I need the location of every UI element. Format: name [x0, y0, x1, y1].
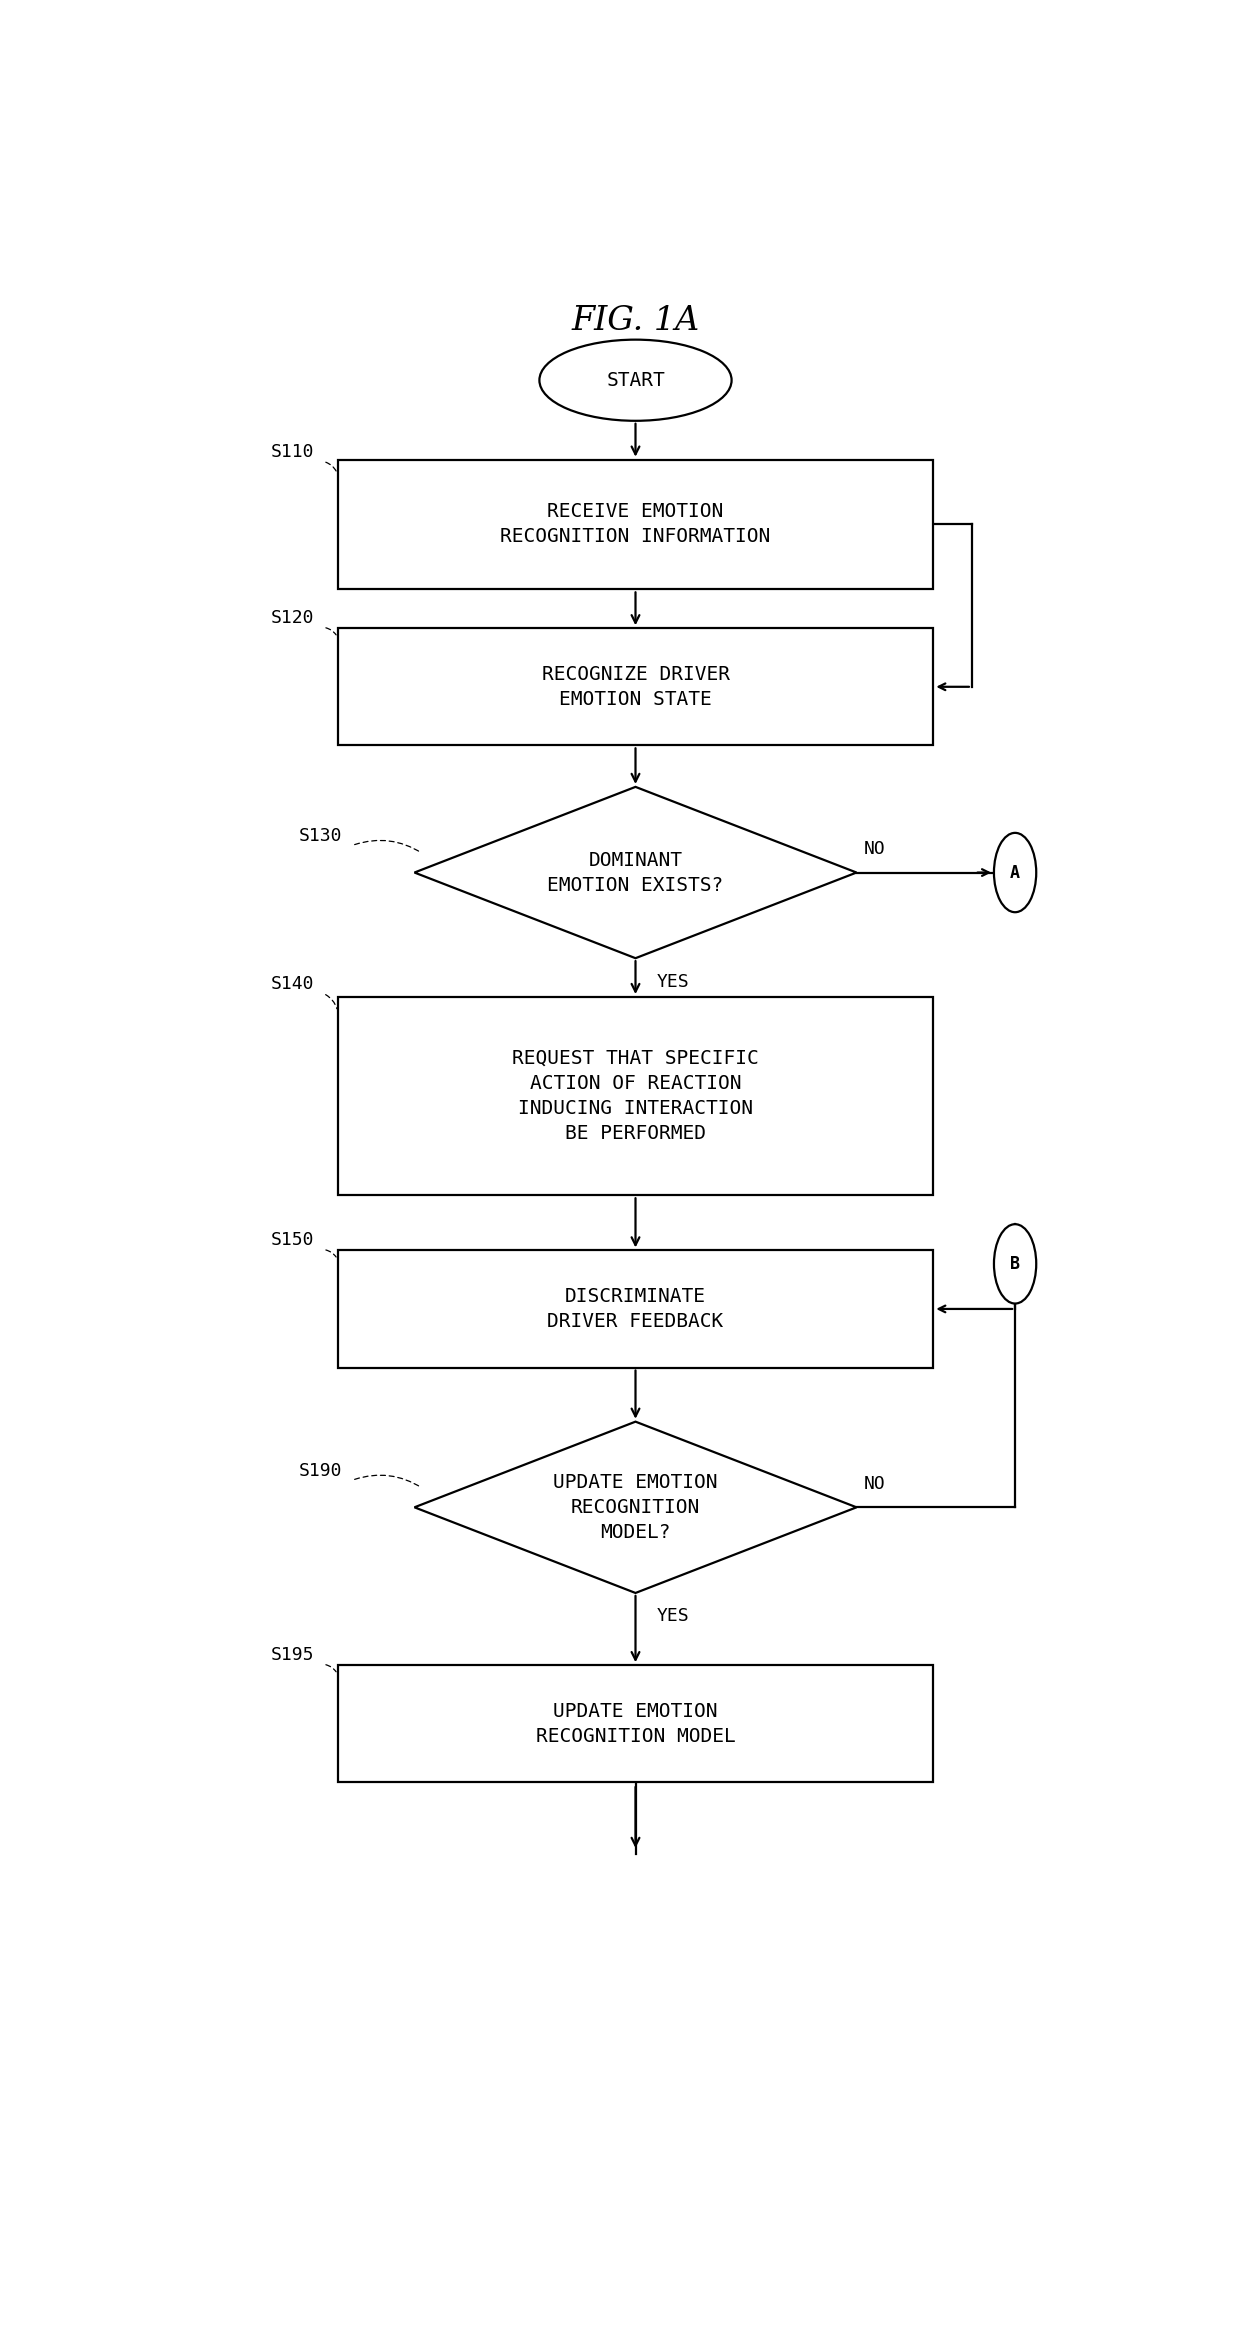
Text: REQUEST THAT SPECIFIC
ACTION OF REACTION
INDUCING INTERACTION
BE PERFORMED: REQUEST THAT SPECIFIC ACTION OF REACTION… [512, 1049, 759, 1143]
Circle shape [994, 834, 1037, 911]
Polygon shape [414, 787, 857, 958]
Text: FIG. 1A: FIG. 1A [572, 304, 699, 337]
Text: UPDATE EMOTION
RECOGNITION MODEL: UPDATE EMOTION RECOGNITION MODEL [536, 1703, 735, 1745]
Text: A: A [1011, 864, 1021, 881]
FancyBboxPatch shape [337, 459, 934, 590]
Text: S140: S140 [270, 974, 314, 993]
Text: RECEIVE EMOTION
RECOGNITION INFORMATION: RECEIVE EMOTION RECOGNITION INFORMATION [501, 504, 770, 546]
Text: S110: S110 [270, 443, 314, 461]
Text: S190: S190 [299, 1461, 342, 1480]
FancyBboxPatch shape [337, 998, 934, 1194]
Ellipse shape [539, 340, 732, 422]
Text: S150: S150 [270, 1232, 314, 1248]
Text: YES: YES [657, 972, 689, 991]
FancyBboxPatch shape [337, 628, 934, 745]
Text: S120: S120 [270, 609, 314, 628]
Circle shape [994, 1225, 1037, 1304]
Text: UPDATE EMOTION
RECOGNITION
MODEL?: UPDATE EMOTION RECOGNITION MODEL? [553, 1473, 718, 1541]
Polygon shape [414, 1422, 857, 1593]
FancyBboxPatch shape [337, 1251, 934, 1368]
Text: NO: NO [864, 841, 885, 857]
Text: DOMINANT
EMOTION EXISTS?: DOMINANT EMOTION EXISTS? [547, 850, 724, 895]
FancyBboxPatch shape [337, 1665, 934, 1782]
Text: NO: NO [864, 1475, 885, 1492]
Text: START: START [606, 370, 665, 389]
Text: DISCRIMINATE
DRIVER FEEDBACK: DISCRIMINATE DRIVER FEEDBACK [547, 1288, 724, 1330]
Text: B: B [1011, 1255, 1021, 1272]
Text: S195: S195 [270, 1646, 314, 1665]
Text: S130: S130 [299, 827, 342, 845]
Text: RECOGNIZE DRIVER
EMOTION STATE: RECOGNIZE DRIVER EMOTION STATE [542, 665, 729, 710]
Text: YES: YES [657, 1607, 689, 1625]
